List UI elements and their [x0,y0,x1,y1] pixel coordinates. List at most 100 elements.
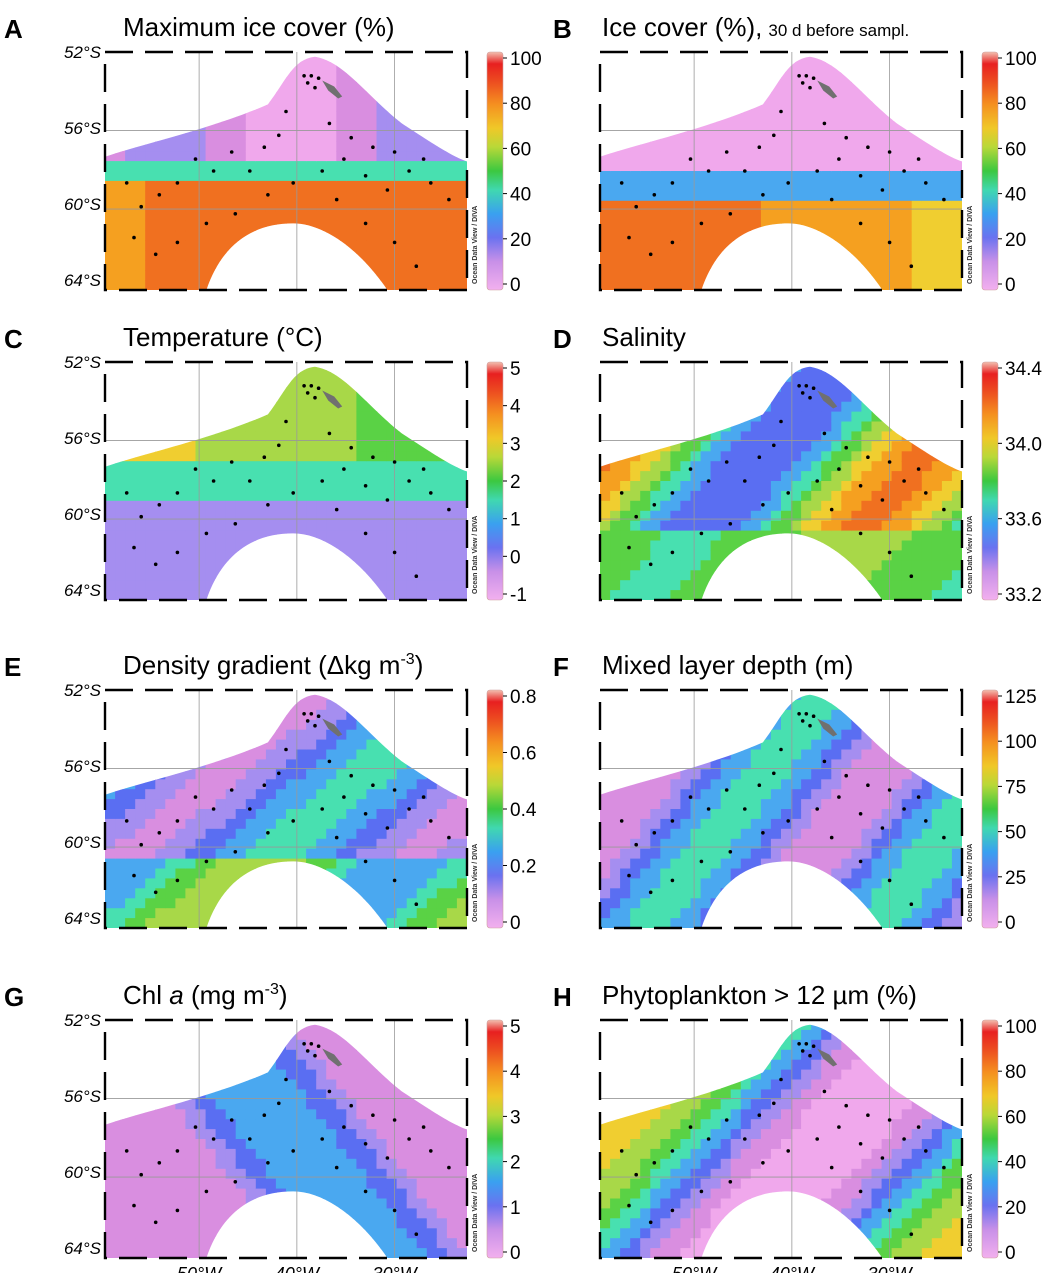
heatmap-cell [872,362,883,373]
heatmap-cell [135,869,146,880]
heatmap-cell [346,382,357,393]
heatmap-cell [711,372,722,383]
heatmap-cell [650,789,661,800]
heatmap-cell [882,511,893,522]
heatmap-cell [316,550,327,561]
heatmap-cell [660,750,671,761]
heatmap-cell [155,769,166,780]
heatmap-cell [851,240,862,251]
heatmap-cell [306,888,317,899]
heatmap-cell [206,570,217,581]
heatmap-cell [610,740,621,751]
heatmap-cell [680,62,691,73]
heatmap-cell [336,740,347,751]
station-dot [342,157,346,161]
heatmap-cell [246,72,257,83]
heatmap-cell [751,92,762,103]
heatmap-cell [306,481,317,492]
heatmap-cell [922,280,933,291]
heatmap-cell [741,740,752,751]
heatmap-cell [942,422,953,433]
heatmap-cell [125,898,136,909]
heatmap-cell [902,412,913,423]
heatmap-cell [660,898,671,909]
station-dot [302,384,306,388]
heatmap-cell [226,541,237,552]
heatmap-cell [336,819,347,830]
heatmap-cell [397,422,408,433]
heatmap-cell [851,501,862,512]
heatmap-cell [306,908,317,919]
heatmap-cell [427,151,438,162]
heatmap-cell [620,240,631,251]
heatmap-cell [326,102,337,113]
station-dot [725,460,729,464]
heatmap-cell [226,740,237,751]
heatmap-cell [226,720,237,731]
heatmap-cell [346,859,357,870]
heatmap-cell [660,72,671,83]
heatmap-cell [407,181,418,192]
heatmap-cell [912,471,923,482]
station-dot [653,193,657,197]
heatmap-cell [105,161,116,172]
station-dot [859,532,863,536]
heatmap-cell [660,211,671,222]
heatmap-cell [387,62,398,73]
heatmap-cell [226,102,237,113]
heatmap-cell [326,240,337,251]
heatmap-cell [701,521,712,532]
heatmap-cell [296,171,307,182]
heatmap-cell [175,171,186,182]
heatmap-cell [600,710,611,721]
heatmap-cell [801,141,812,152]
heatmap-cell [366,191,377,202]
heatmap-cell [741,451,752,462]
heatmap-cell [610,730,621,741]
heatmap-cell [801,422,812,433]
heatmap-cell [296,511,307,522]
heatmap-cell [206,52,217,63]
heatmap-cell [922,451,933,462]
heatmap-cell [296,82,307,93]
heatmap-cell [316,789,327,800]
heatmap-cell [185,740,196,751]
heatmap-cell [721,730,732,741]
heatmap-cell [286,730,297,741]
heatmap-cell [387,541,398,552]
heatmap-cell [721,560,732,571]
heatmap-cell [437,362,448,373]
heatmap-cell [397,62,408,73]
heatmap-cell [185,231,196,242]
heatmap-cell [610,171,621,182]
heatmap-cell [711,878,722,889]
heatmap-cell [791,221,802,232]
heatmap-cell [326,481,337,492]
station-dot [320,479,324,483]
heatmap-cell [246,769,257,780]
heatmap-cell [680,82,691,93]
heatmap-cell [216,700,227,711]
heatmap-cell [660,92,671,103]
heatmap-cell [670,908,681,919]
heatmap-cell [872,171,883,182]
heatmap-cell [206,211,217,222]
heatmap-cell [165,191,176,202]
heatmap-cell [346,501,357,512]
heatmap-cell [206,441,217,452]
heatmap-cell [397,888,408,899]
heatmap-cell [346,82,357,93]
station-dot [910,264,914,268]
station-dot [306,391,310,395]
heatmap-cell [407,72,418,83]
station-dot [779,420,783,424]
station-dot [881,188,885,192]
heatmap-cell [125,72,136,83]
heatmap-cell [630,859,641,870]
heatmap-cell [721,819,732,830]
heatmap-cell [326,769,337,780]
station-dot [700,222,704,226]
heatmap-cell [206,690,217,701]
heatmap-cell [306,372,317,383]
heatmap-cell [761,82,772,93]
